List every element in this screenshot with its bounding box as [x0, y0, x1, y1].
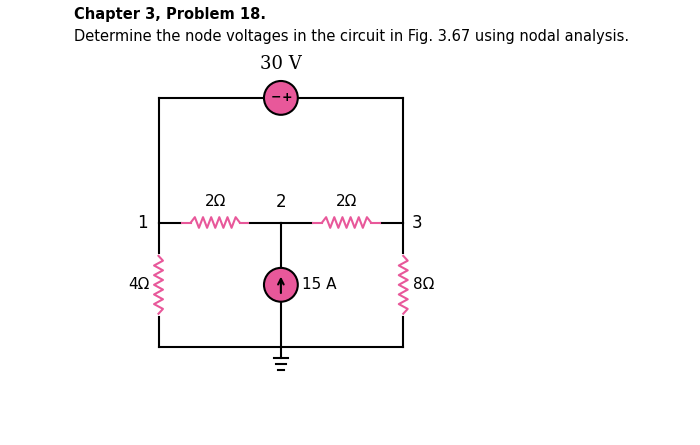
Text: 4Ω: 4Ω — [128, 277, 149, 292]
Text: Determine the node voltages in the circuit in Fig. 3.67 using nodal analysis.: Determine the node voltages in the circu… — [74, 29, 629, 44]
Circle shape — [264, 268, 298, 302]
Text: 30 V: 30 V — [260, 56, 302, 73]
Text: 2: 2 — [276, 194, 286, 211]
Text: 8Ω: 8Ω — [412, 277, 434, 292]
Text: 15 A: 15 A — [302, 277, 337, 292]
Text: 1: 1 — [136, 214, 148, 231]
Text: 3: 3 — [412, 214, 423, 231]
Text: −: − — [271, 90, 281, 104]
Text: +: + — [281, 90, 292, 104]
Text: 2Ω: 2Ω — [204, 194, 226, 209]
Circle shape — [264, 81, 298, 115]
Text: Chapter 3, Problem 18.: Chapter 3, Problem 18. — [74, 7, 266, 22]
Text: 2Ω: 2Ω — [336, 194, 357, 209]
